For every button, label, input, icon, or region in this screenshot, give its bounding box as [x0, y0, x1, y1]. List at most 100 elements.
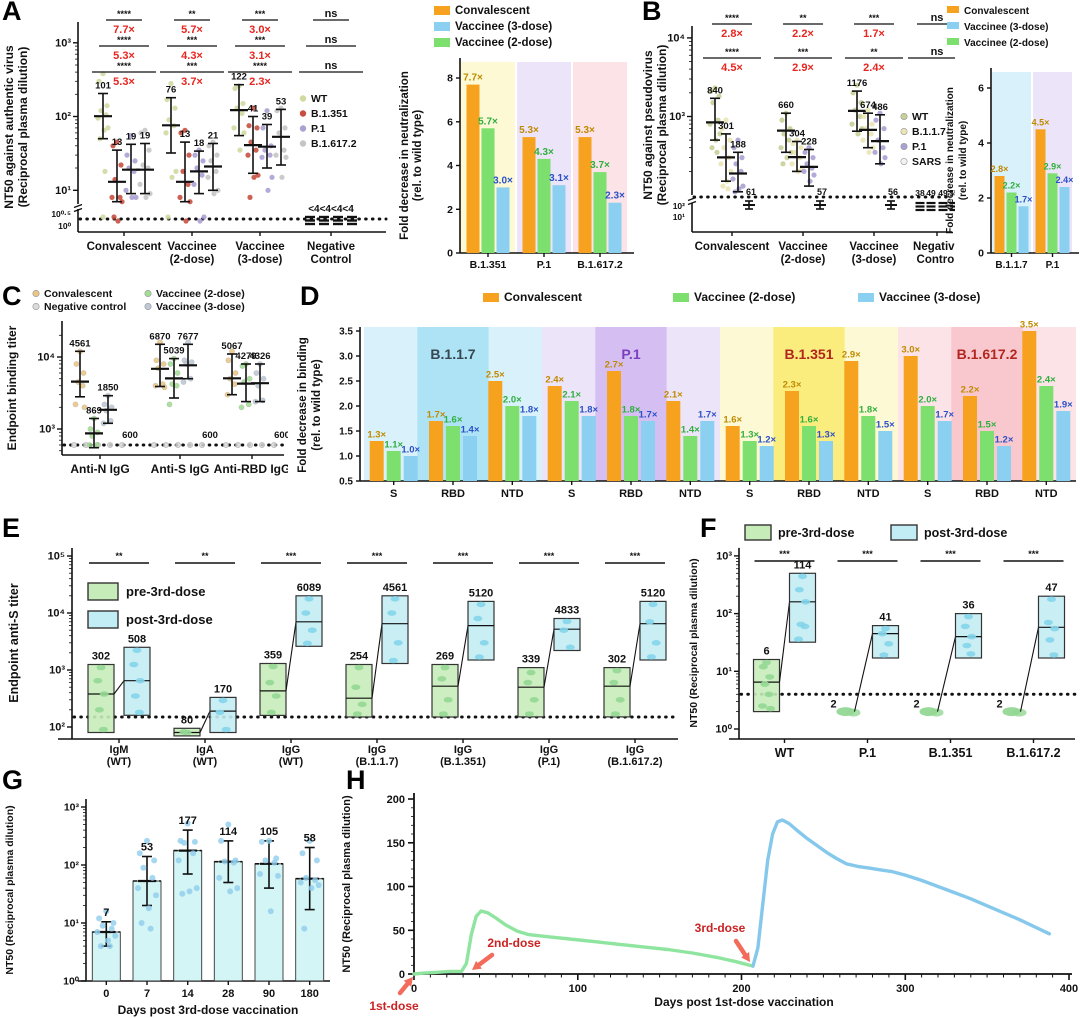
data-dot — [523, 679, 533, 686]
fold-label: 4.5× — [721, 62, 743, 74]
data-dot — [178, 130, 184, 136]
data-dot — [881, 625, 890, 632]
data-dot — [238, 404, 245, 411]
bar-value: 3.0× — [901, 345, 920, 356]
panel-f: F 10³ 10² 10¹ 10⁰ pre-3rd-dose post-3rd-dose *… — [683, 513, 1080, 769]
sig-label: *** — [798, 47, 809, 57]
mean-label: 486 — [872, 102, 888, 113]
bar — [522, 137, 536, 253]
value-label: 4561 — [383, 582, 407, 594]
bar-value: 1.8× — [859, 405, 878, 416]
legend-label: WT — [912, 111, 929, 123]
fold-label: 2.3× — [249, 76, 271, 88]
connector — [936, 636, 957, 712]
annotation-arrow — [397, 980, 411, 996]
data-dot — [869, 121, 875, 127]
data-dot — [526, 669, 536, 676]
data-dot — [107, 442, 113, 448]
data-dot — [206, 143, 212, 149]
value-label: 41 — [879, 612, 891, 624]
x-tick-label: 7 — [144, 988, 150, 1000]
data-dot — [211, 191, 217, 197]
data-dot — [882, 155, 888, 161]
data-dot — [1047, 596, 1056, 602]
group-label: (2-dose) — [781, 254, 826, 266]
y-tick: 10² — [49, 722, 65, 734]
y-tick: 10¹ — [716, 666, 732, 678]
data-dot — [104, 103, 110, 109]
bar — [641, 421, 655, 481]
legend-swatch — [483, 293, 499, 302]
legend-label: SARS — [912, 156, 941, 168]
data-dot — [136, 850, 143, 857]
data-dot — [267, 908, 274, 915]
data-dot — [172, 105, 178, 111]
bar — [937, 421, 952, 481]
data-dot — [108, 925, 115, 932]
data-dot — [193, 885, 200, 892]
panel-b-plot: 10⁴ 10³ 10² 10¹ Convalescent Vaccinee (2-dose)… — [640, 0, 955, 285]
mean-label: 122 — [231, 72, 247, 83]
data-dot — [72, 401, 79, 408]
data-dot — [440, 664, 450, 671]
data-dot — [227, 888, 234, 895]
bar-value: 3.1× — [549, 173, 569, 184]
data-dot — [258, 838, 265, 845]
sig-label: *** — [286, 551, 297, 561]
y-tick: 10⁰ — [63, 976, 80, 988]
data-dot — [191, 181, 197, 187]
data-dot — [265, 187, 271, 193]
data-dot — [205, 174, 211, 180]
data-dot — [260, 375, 267, 382]
data-dot — [149, 874, 156, 881]
bar-value: 7.7× — [463, 73, 483, 84]
bar-value: 5.7× — [478, 116, 498, 127]
x-tick-label: (B.1.1.7) — [356, 756, 399, 768]
y-tick: 200 — [387, 794, 405, 806]
data-dot — [281, 147, 287, 153]
connector — [778, 601, 791, 683]
mean-label: 1176 — [847, 78, 868, 89]
data-dot — [180, 379, 187, 385]
data-dot — [766, 705, 775, 712]
data-dot — [102, 168, 108, 174]
chart-svg: 10⁵ 10⁴ 10³ 10² pre-3rd-dose post-3rd-dose ** I… — [7, 548, 680, 768]
x-tick-label: (WT) — [279, 756, 304, 768]
legend-dot — [32, 290, 40, 298]
x-tick: 400 — [1060, 983, 1078, 995]
data-dot — [144, 837, 150, 844]
sig-label: ** — [870, 47, 878, 57]
data-dot — [709, 145, 715, 151]
bar — [386, 451, 401, 481]
bar — [578, 137, 592, 253]
box-post — [639, 600, 667, 661]
legend-swatch — [87, 582, 119, 601]
data-dot — [271, 442, 277, 448]
data-dot — [1045, 637, 1055, 643]
sig-label: *** — [187, 61, 198, 71]
data-dot — [966, 651, 976, 657]
data-dot — [169, 174, 175, 180]
data-dot — [810, 155, 816, 161]
data-dot — [764, 691, 774, 698]
bar-value: 2.3× — [605, 191, 625, 202]
data-dot — [86, 442, 93, 448]
data-dot — [246, 123, 252, 129]
data-dot — [138, 130, 144, 136]
data-dot — [130, 693, 140, 699]
line — [73, 207, 83, 213]
data-dot — [301, 610, 311, 616]
data-dot — [94, 929, 101, 935]
data-dot — [873, 117, 879, 123]
data-dot — [269, 174, 275, 180]
y-tick: 10² — [673, 201, 685, 211]
value-label: 2 — [913, 699, 919, 711]
data-dot — [223, 442, 229, 448]
data-dot — [80, 370, 87, 376]
data-dot — [474, 654, 484, 660]
negative-label: <4<4<4<4 — [308, 204, 354, 215]
bar-value: 1.3× — [817, 430, 836, 441]
mean-label: 7677 — [177, 331, 198, 342]
legend-dot — [32, 302, 40, 310]
